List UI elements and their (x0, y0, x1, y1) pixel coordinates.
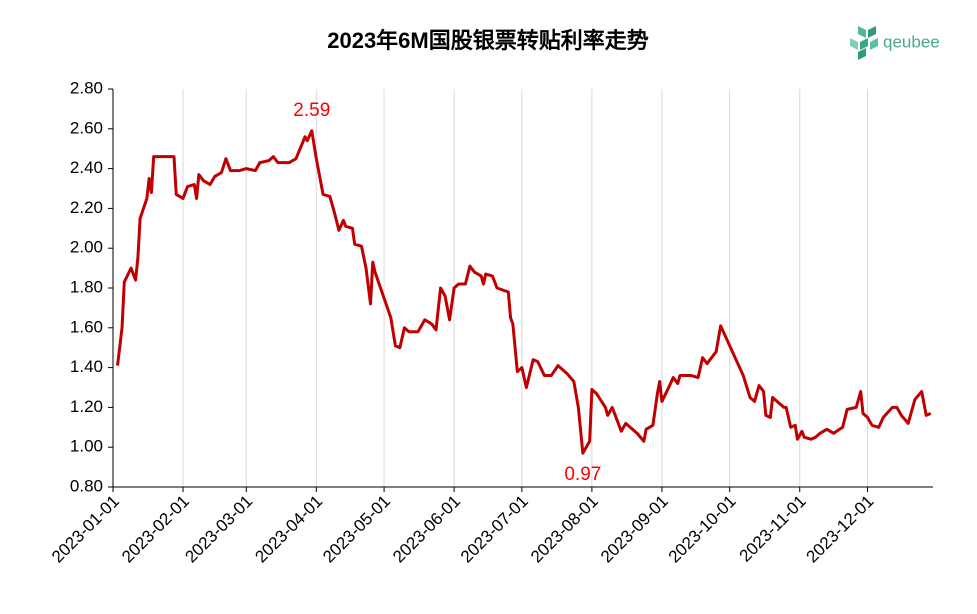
x-tick-label: 2023-05-01 (319, 492, 394, 567)
y-tick-label: 2.40 (70, 158, 103, 177)
x-tick-label: 2023-04-01 (251, 492, 326, 567)
logo: qeubee (850, 26, 940, 60)
x-tick-label: 2023-02-01 (118, 492, 193, 567)
logo-cube (850, 38, 858, 50)
x-tick-label: 2023-09-01 (597, 492, 672, 567)
y-tick-label: 1.20 (70, 397, 103, 416)
x-tick-label: 2023-11-01 (736, 492, 810, 566)
x-tick-label: 2023-03-01 (181, 492, 256, 567)
y-tick-label: 0.80 (70, 476, 103, 495)
logo-text: qeubee (883, 32, 940, 51)
x-tick-label: 2023-12-01 (803, 492, 878, 567)
y-tick-label: 2.20 (70, 198, 103, 217)
y-tick-label: 1.00 (70, 437, 103, 456)
x-tick-label: 2023-06-01 (389, 492, 464, 567)
x-tick-label: 2023-10-01 (665, 492, 740, 567)
line-series (116, 129, 932, 455)
logo-cube (868, 26, 876, 38)
logo-cube (858, 26, 866, 38)
y-tick-label: 2.00 (70, 238, 103, 257)
chart-title: 2023年6M国股银票转贴利率走势 (327, 28, 649, 53)
y-tick-label: 1.80 (70, 277, 103, 296)
x-tick-label: 2023-08-01 (527, 492, 602, 567)
y-tick-label: 2.80 (70, 78, 103, 97)
annotation: 0.97 (564, 464, 601, 485)
x-tick-label: 2023-07-01 (457, 492, 532, 567)
x-tick-label: 2023-01-01 (48, 492, 123, 567)
logo-cube (858, 48, 866, 60)
annotation: 2.59 (293, 100, 330, 121)
y-tick-label: 2.60 (70, 118, 103, 137)
logo-cube (860, 38, 868, 50)
y-tick-label: 1.60 (70, 317, 103, 336)
logo-cube (870, 38, 878, 50)
y-tick-label: 1.40 (70, 357, 103, 376)
